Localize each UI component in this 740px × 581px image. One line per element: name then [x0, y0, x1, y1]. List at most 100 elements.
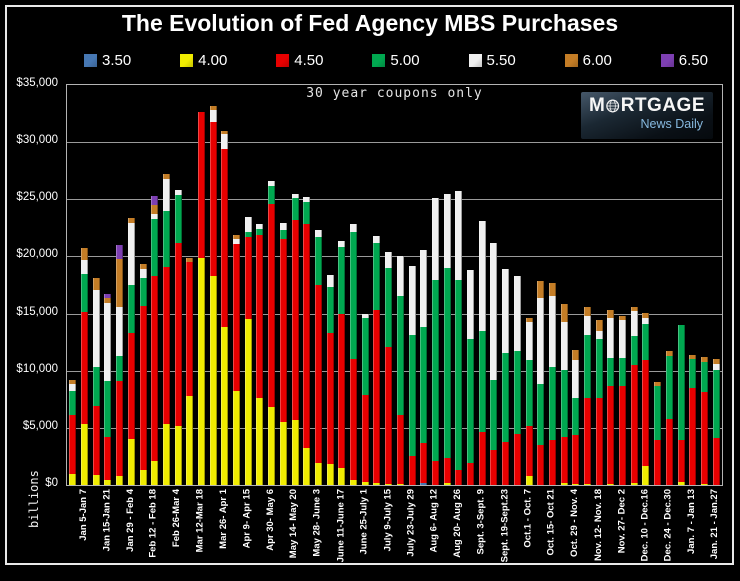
bar-segment-4.00	[700, 483, 708, 485]
stacked-bar	[162, 174, 170, 485]
bar-segment-4.50	[291, 219, 299, 420]
stacked-bar	[525, 318, 533, 485]
bar-segment-5.00	[350, 231, 358, 360]
outer-frame	[5, 5, 734, 565]
bar-segment-6.00	[69, 379, 77, 385]
bar-segment-5.50	[490, 243, 498, 381]
bar-segment-5.00	[630, 336, 638, 365]
bar-segment-5.00	[69, 391, 77, 416]
bar-segment-4.50	[174, 242, 182, 426]
bar-segment-4.50	[244, 237, 252, 320]
bar-segment-4.50	[326, 333, 334, 465]
bar-segment-6.50	[116, 245, 124, 259]
bar-segment-4.00	[104, 480, 112, 485]
legend-swatch-icon	[372, 54, 386, 67]
bar-segment-6.00	[560, 304, 568, 322]
bar-segment-5.00	[268, 185, 276, 204]
bar-segment-5.50	[268, 181, 276, 186]
bar-segment-5.50	[619, 320, 627, 359]
gridline	[67, 199, 722, 201]
stacked-bar	[654, 381, 662, 485]
bar-segment-5.00	[303, 201, 311, 225]
x-axis-label: Nov. 12- Nov. 18	[592, 489, 604, 561]
bar-segment-4.50	[490, 450, 498, 485]
x-axis-label: Oct. 29 - Nov. 4	[569, 489, 581, 557]
stacked-bar	[642, 313, 650, 485]
bar-segment-4.50	[256, 234, 264, 399]
bar-segment-5.00	[104, 381, 112, 437]
bar-segment-4.00	[443, 482, 451, 485]
logo-text-rtgage: RTGAGE	[620, 95, 705, 116]
legend-label: 4.50	[294, 52, 324, 69]
bar-segment-6.00	[665, 351, 673, 356]
bar-segment-4.50	[104, 437, 112, 481]
legend-swatch-icon	[564, 54, 578, 67]
bar-segment-6.00	[221, 130, 229, 135]
bar-segment-4.50	[525, 425, 533, 476]
bar-segment-4.50	[361, 395, 369, 483]
legend-label: 4.00	[198, 52, 228, 69]
bar-segment-4.00	[69, 473, 77, 485]
bar-segment-4.00	[338, 467, 346, 485]
bar-segment-4.50	[162, 266, 170, 425]
stacked-bar	[92, 278, 100, 485]
gridline	[67, 142, 722, 144]
bar-segment-6.00	[537, 281, 545, 299]
bar-segment-5.00	[595, 338, 603, 399]
stacked-bar	[396, 255, 404, 485]
bar-segment-4.00	[373, 482, 381, 485]
stacked-bar	[209, 106, 217, 485]
stacked-bar	[513, 275, 521, 485]
bar-segment-4.50	[642, 360, 650, 466]
stacked-bar	[420, 250, 428, 485]
x-axis-label: Jan 5-Jan 7	[77, 489, 89, 541]
stacked-bar	[490, 243, 498, 485]
gridline	[67, 370, 722, 372]
chart-title: The Evolution of Fed Agency MBS Purchase…	[121, 10, 619, 36]
logo-subtitle: News Daily	[640, 117, 703, 131]
stacked-bar	[607, 309, 615, 485]
bar-segment-4.00	[303, 448, 311, 485]
legend-item-6.50: 6.50	[660, 52, 708, 69]
x-axis-label: Jan 29 - Feb 4	[124, 489, 136, 552]
bar-segment-5.00	[467, 338, 475, 464]
legend-item-5.00: 5.00	[372, 52, 420, 69]
bar-segment-6.00	[116, 258, 124, 307]
plot-annotation: 30 year coupons only	[306, 86, 483, 101]
bar-segment-4.50	[350, 359, 358, 481]
bar-segment-4.00	[256, 398, 264, 485]
stacked-bar	[81, 248, 89, 485]
bar-segment-4.50	[455, 469, 463, 485]
bar-segment-5.50	[151, 214, 159, 219]
bar-segment-6.00	[209, 106, 217, 111]
bar-segment-5.50	[548, 296, 556, 368]
bar-segment-4.50	[209, 121, 217, 276]
bar-segment-6.00	[583, 307, 591, 317]
bar-segment-5.50	[502, 269, 510, 353]
bar-segment-5.50	[537, 298, 545, 384]
stacked-bar	[677, 325, 685, 485]
bar-segment-6.00	[525, 318, 533, 323]
y-axis-label: $35,000	[16, 77, 58, 89]
bar-segment-5.50	[303, 197, 311, 202]
bar-segment-4.00	[174, 425, 182, 485]
x-axis-label: May 28- June 3	[311, 489, 323, 557]
bar-segment-4.50	[373, 310, 381, 483]
stacked-bar	[712, 359, 720, 485]
stacked-bar	[350, 224, 358, 485]
bar-segment-5.50	[326, 274, 334, 288]
stacked-bar	[221, 130, 229, 485]
bar-segment-5.00	[560, 369, 568, 437]
bar-segment-6.00	[607, 309, 615, 318]
bar-segment-5.00	[92, 367, 100, 407]
bar-segment-5.00	[677, 325, 685, 441]
logo-wordmark: M RTGAGE	[589, 95, 705, 117]
bar-segment-6.00	[127, 217, 135, 224]
legend-item-6.00: 6.00	[564, 52, 612, 69]
stacked-bar	[385, 252, 393, 485]
stacked-bar	[431, 198, 439, 485]
bar-segment-4.50	[712, 438, 720, 485]
stacked-bar	[583, 307, 591, 485]
mortgage-news-daily-logo: M RTGAGE News Daily	[581, 92, 713, 139]
bar-segment-4.50	[81, 312, 89, 425]
